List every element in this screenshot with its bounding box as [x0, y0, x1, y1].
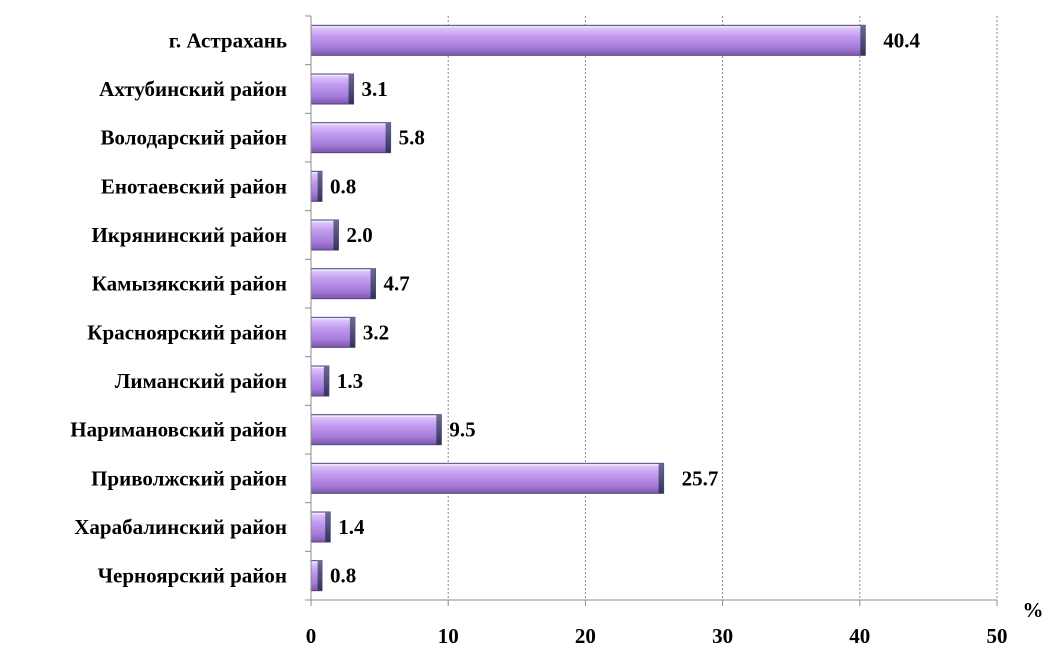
bar-11: [310, 511, 331, 543]
bar-12: [310, 560, 323, 592]
bar-1: [310, 24, 866, 56]
value-label: 2.0: [346, 223, 372, 247]
bar-2: [310, 73, 355, 105]
x-tick-label: 10: [438, 624, 459, 648]
category-label: Приволжский район: [91, 466, 287, 490]
bar-end-cap: [325, 512, 331, 542]
value-label: 40.4: [883, 28, 920, 52]
bar-10: [310, 462, 665, 494]
x-tick-label: 30: [712, 624, 733, 648]
bar-body: [310, 122, 392, 154]
value-label: 25.7: [682, 466, 719, 490]
bar-body: [310, 316, 356, 348]
axes: [305, 15, 998, 606]
bar-end-cap: [658, 463, 664, 494]
bar-5: [310, 219, 339, 251]
bar-end-cap: [860, 25, 866, 56]
value-label: 3.1: [362, 77, 388, 101]
bar-end-cap: [370, 268, 376, 299]
bar-end-cap: [349, 317, 355, 348]
value-label: 0.8: [330, 174, 356, 198]
bar-body: [310, 268, 376, 300]
value-label: 3.2: [363, 320, 389, 344]
bar-body: [310, 73, 355, 105]
bar-7: [310, 316, 356, 348]
bar-8: [310, 365, 330, 397]
category-label: Красноярский район: [87, 320, 287, 344]
bar-body: [310, 414, 442, 446]
value-label: 1.3: [337, 369, 363, 393]
bar-end-cap: [385, 122, 391, 153]
x-tick-label: 50: [987, 624, 1008, 648]
bar-end-cap: [348, 74, 354, 104]
bar-6: [310, 268, 376, 300]
x-axis-unit-label: %: [1023, 598, 1044, 622]
x-tick-label: 0: [306, 624, 317, 648]
bar-end-cap: [436, 414, 442, 445]
bar-end-cap: [317, 560, 322, 591]
category-label: Наримановский район: [70, 418, 287, 442]
bar-body: [310, 24, 866, 56]
category-label: Володарский район: [101, 126, 287, 150]
labels: 40.4 г. Астрахань 3.1 Ахтубинский район 5.8 В…: [70, 28, 1043, 648]
bars: [310, 24, 866, 592]
bar-end-cap: [333, 220, 339, 250]
category-label: г. Астрахань: [169, 28, 287, 52]
bar-3: [310, 122, 392, 154]
category-label: Харабалинский район: [74, 515, 287, 539]
category-label: Енотаевский район: [101, 174, 287, 198]
value-label: 9.5: [449, 418, 475, 442]
x-tick-label: 20: [575, 624, 596, 648]
x-tick-label: 40: [849, 624, 870, 648]
bar-end-cap: [323, 366, 329, 396]
category-label: Икрянинский район: [91, 223, 287, 247]
value-label: 1.4: [338, 515, 365, 539]
value-label: 5.8: [399, 126, 425, 150]
gridlines: [447, 16, 998, 600]
category-label: Лиманский район: [115, 369, 287, 393]
bar-end-cap: [317, 171, 322, 202]
bar-4: [310, 170, 323, 202]
category-label: Ахтубинский район: [99, 77, 287, 101]
bar-body: [310, 462, 665, 494]
bar-9: [310, 414, 442, 446]
value-label: 0.8: [330, 564, 356, 588]
value-label: 4.7: [383, 272, 409, 296]
category-label: Камызякский район: [92, 272, 287, 296]
category-label: Черноярский район: [98, 564, 287, 588]
